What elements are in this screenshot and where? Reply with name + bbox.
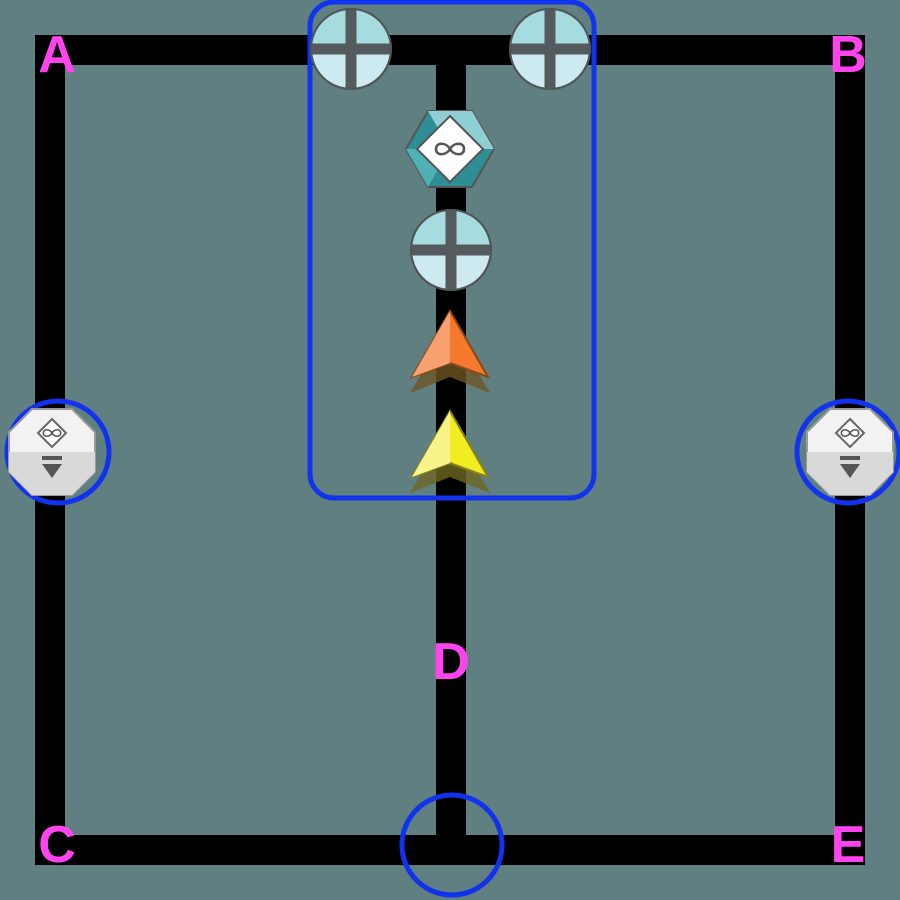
node-label-e: E [831, 816, 866, 874]
orange-arrow-up-icon[interactable] [409, 308, 491, 393]
yellow-arrow-up-icon[interactable] [409, 408, 491, 493]
node-label-b: B [829, 26, 867, 84]
cross-tile-icon[interactable] [509, 8, 591, 90]
node-label-d: D [432, 633, 470, 691]
cross-tile-icon[interactable] [310, 8, 392, 90]
node-label-a: A [38, 26, 76, 84]
white-octagon-infinity-drop-icon[interactable] [9, 409, 95, 495]
selection-box[interactable] [307, 0, 597, 501]
left-highlight-ring[interactable] [4, 398, 112, 506]
node-label-c: C [38, 816, 76, 874]
cross-tile-icon[interactable] [410, 209, 492, 291]
white-octagon-infinity-drop-icon[interactable] [807, 409, 893, 495]
teal-hexagon-infinity-icon[interactable] [404, 110, 496, 188]
right-highlight-ring[interactable] [794, 398, 900, 506]
bottom-highlight-ring[interactable] [399, 792, 505, 898]
